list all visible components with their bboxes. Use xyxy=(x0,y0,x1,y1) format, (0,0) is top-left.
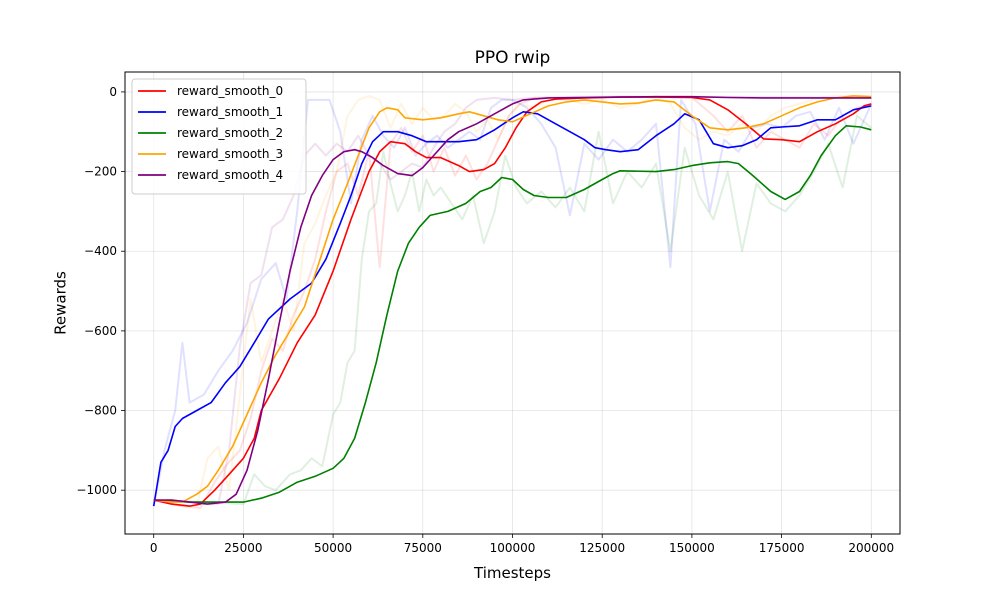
x-tick-label: 25000 xyxy=(224,541,262,555)
series-line-reward-smooth-4 xyxy=(153,95,872,505)
x-tick-label: 75000 xyxy=(404,541,442,555)
raw-series-line xyxy=(153,94,872,508)
legend-label: reward_smooth_2 xyxy=(177,126,283,140)
series-line-reward-smooth-0 xyxy=(153,96,872,507)
y-tick-label: −400 xyxy=(84,244,117,258)
chart-title: PPO rwip xyxy=(475,48,551,68)
legend: reward_smooth_0 reward_smooth_1 reward_smo… xyxy=(131,78,307,195)
x-tick-label: 0 xyxy=(150,541,158,555)
legend-box xyxy=(131,78,307,195)
x-tick-label: 125000 xyxy=(579,541,625,555)
legend-label: reward_smooth_1 xyxy=(177,105,283,119)
raw-series-line xyxy=(152,98,873,507)
raw-series-line xyxy=(153,114,872,506)
y-axis-label: Rewards xyxy=(51,271,69,335)
series-line-reward-smooth-1 xyxy=(152,105,872,507)
smooth-series-layer xyxy=(152,95,872,507)
y-tick-label: 0 xyxy=(109,85,117,99)
x-tick-label: 150000 xyxy=(669,541,715,555)
y-tick-label: −800 xyxy=(84,404,117,418)
legend-label: reward_smooth_3 xyxy=(177,147,283,161)
x-tick-label: 200000 xyxy=(848,541,894,555)
x-axis-label: Timesteps xyxy=(473,564,551,582)
legend-label: reward_smooth_4 xyxy=(177,168,283,182)
raw-series-line xyxy=(153,95,872,510)
series-line-reward-smooth-2 xyxy=(153,125,872,503)
axis-ticks: 0 25000 50000 75000 100000 125000 150000 175000… xyxy=(76,85,894,555)
x-tick-label: 100000 xyxy=(490,541,536,555)
series-line-reward-smooth-3 xyxy=(153,95,872,503)
y-tick-label: −600 xyxy=(84,324,117,338)
y-tick-label: −1000 xyxy=(76,483,117,497)
x-tick-label: 175000 xyxy=(759,541,805,555)
legend-label: reward_smooth_0 xyxy=(177,84,283,98)
y-tick-label: −200 xyxy=(84,165,117,179)
x-tick-label: 50000 xyxy=(314,541,352,555)
